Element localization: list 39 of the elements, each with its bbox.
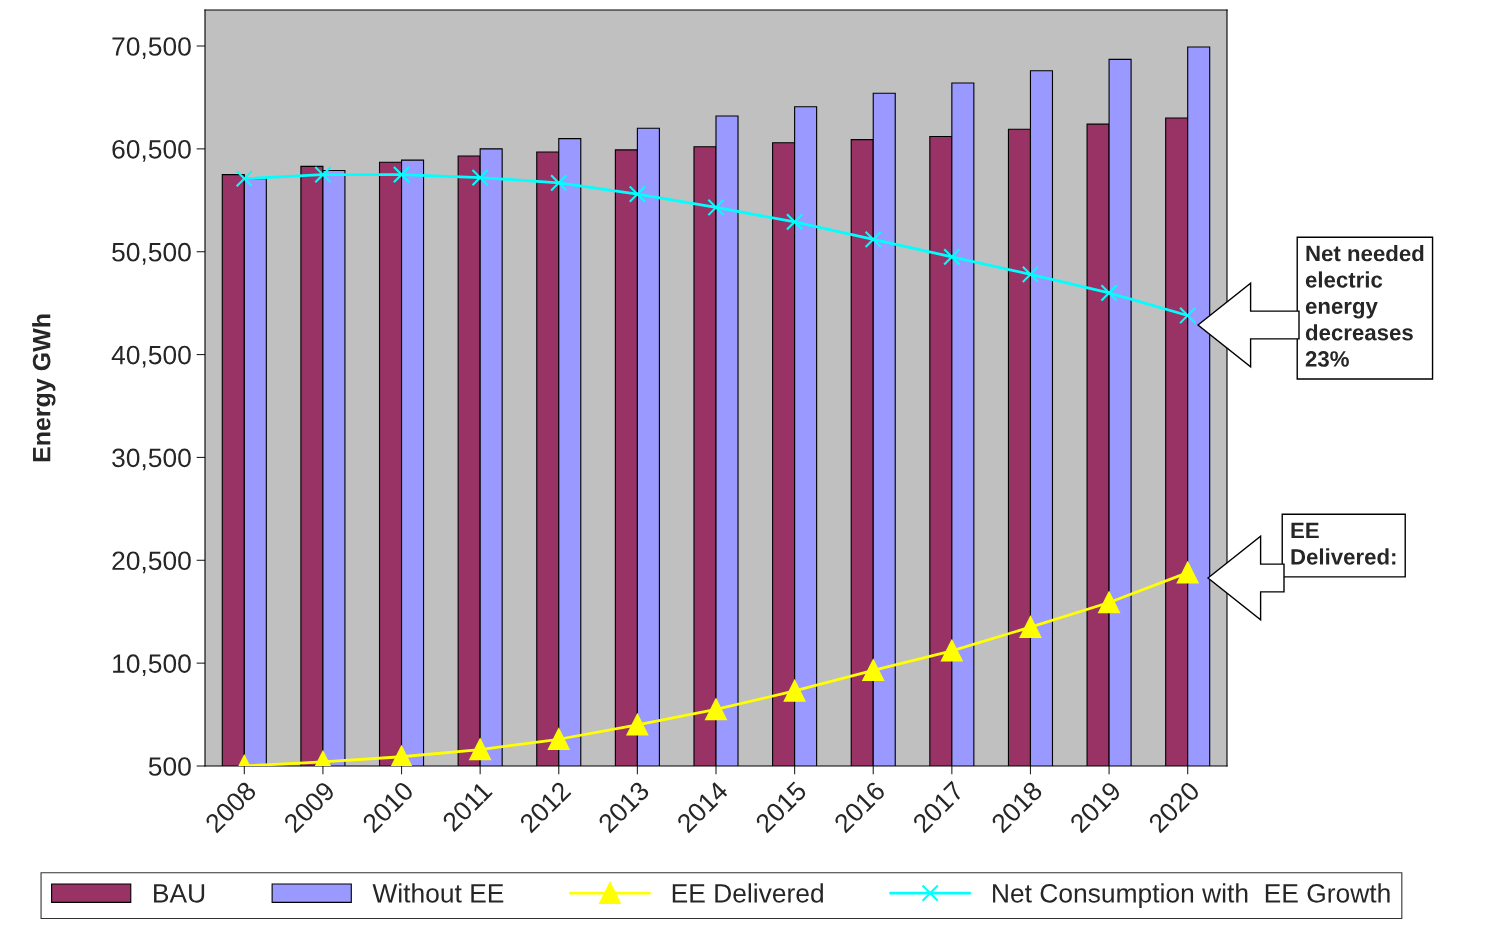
y-tick-label: 70,500	[112, 37, 191, 59]
point	[705, 698, 727, 721]
point	[469, 738, 491, 761]
y-tick-label: 10,500	[113, 654, 191, 677]
point	[1019, 616, 1042, 638]
point	[1100, 284, 1118, 302]
point	[785, 213, 804, 231]
y-axis-title: Energy GWh	[32, 314, 56, 462]
text: EE Delivered:	[1291, 522, 1396, 565]
point	[390, 745, 413, 766]
point	[707, 198, 725, 217]
y-tick-label: 40,500	[111, 345, 191, 368]
point	[943, 248, 961, 266]
point	[1098, 591, 1120, 614]
point	[628, 185, 647, 203]
point	[1176, 561, 1199, 584]
point	[550, 174, 568, 192]
legend-label: Net Consumption with EE Growth	[993, 883, 1390, 908]
text: Net needed electric energy decreases 23%	[1305, 245, 1424, 367]
legend-label: BAU	[154, 884, 205, 903]
point	[1021, 265, 1040, 284]
y-tick-label: 500	[148, 757, 191, 776]
point	[548, 728, 570, 751]
y-tick-label: 60,500	[112, 139, 191, 162]
point	[235, 170, 253, 188]
y-tick-label: 30,500	[112, 448, 191, 471]
point	[864, 230, 882, 249]
point	[471, 168, 489, 187]
legend-label: Without EE	[372, 883, 504, 903]
point	[392, 165, 411, 184]
point	[862, 659, 884, 682]
legend-label: EE Delivered	[672, 883, 823, 903]
y-tick-label: 20,500	[112, 551, 191, 574]
point	[1179, 306, 1197, 325]
point	[314, 165, 332, 184]
y-tick-label: 50,500	[112, 242, 191, 265]
point	[783, 680, 806, 702]
point	[941, 640, 963, 662]
point	[626, 714, 649, 736]
